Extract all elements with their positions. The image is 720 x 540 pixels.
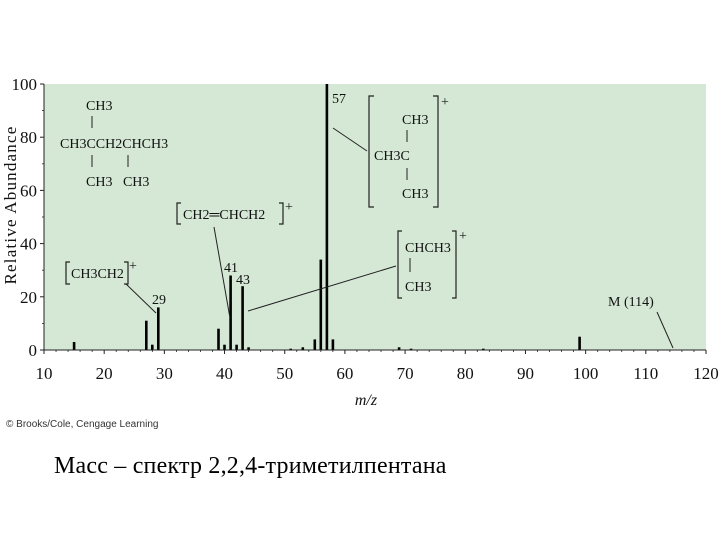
x-tick-label-30: 30: [156, 364, 173, 383]
bracket: [433, 95, 439, 208]
bracket: [368, 95, 374, 208]
charge-sign: +: [285, 200, 293, 215]
peak-label-29: 29: [152, 293, 166, 308]
leader-line-29: [125, 283, 157, 314]
peak-label-57: 57: [332, 92, 346, 107]
bracket: [279, 202, 284, 225]
x-tick-label-90: 90: [517, 364, 534, 383]
peak-bar-mz-27: [145, 320, 148, 350]
bracket: [397, 230, 402, 299]
x-tick-label-20: 20: [96, 364, 113, 383]
y-tick-label-40: 40: [20, 235, 37, 254]
ion-41-annotation: CH2═CHCH2 +: [176, 200, 293, 225]
peak-bar-mz-51: [289, 348, 292, 350]
ion-43-annotation: CHCH3 CH3 +: [397, 229, 467, 299]
peak-bar-mz-99: [578, 336, 581, 350]
peak-bar-mz-41: [229, 275, 232, 350]
peak-bar-mz-53: [301, 347, 305, 350]
molecule-row-1: CH3: [86, 99, 112, 114]
bracket: [176, 202, 181, 225]
y-tick-label-80: 80: [20, 128, 37, 147]
y-tick-label-20: 20: [20, 288, 37, 307]
peak-bar-mz-56: [319, 259, 323, 350]
x-tick-label-40: 40: [216, 364, 233, 383]
ion-41-formula: CH2═CHCH2: [183, 208, 265, 223]
x-tick-label-100: 100: [573, 364, 599, 383]
ion-57-row-2: CH3C: [374, 149, 410, 164]
ion-57-row-1: CH3: [402, 113, 428, 128]
leader-line-41: [213, 226, 231, 319]
ion-57-row-4: CH3: [402, 187, 428, 202]
peak-bar-mz-55: [313, 339, 317, 350]
peak-label-41: 41: [224, 261, 238, 276]
peak-bar-mz-58: [331, 339, 335, 350]
x-tick-label-60: 60: [336, 364, 353, 383]
leader-lines: [125, 127, 674, 349]
charge-sign: +: [459, 229, 467, 244]
ion-29-formula: CH3CH2: [71, 267, 124, 282]
peak-label-43: 43: [236, 273, 250, 288]
molecule-row-4: CH3 CH3: [86, 175, 149, 190]
peak-bar-mz-43: [241, 286, 244, 350]
peak-bar-mz-71: [409, 348, 413, 350]
peak-bar-mz-57: [325, 84, 329, 350]
bracket: [452, 230, 457, 299]
axes: 10 20 30 40 50 60 70 80 90 100 110 120 0 20 40 60 80 100: [12, 75, 719, 383]
peak-bar-mz-15: [72, 342, 76, 350]
peak-bar-mz-28: [151, 344, 154, 350]
x-tick-label-120: 120: [693, 364, 719, 383]
ion-43-row-3: CH3: [405, 280, 431, 295]
plot-area: [44, 84, 706, 350]
leader-line-57: [332, 127, 368, 152]
peak-bar-mz-42: [235, 344, 238, 350]
y-tick-label-0: 0: [29, 341, 38, 360]
figure-caption: Масс – спектр 2,2,4-триметилпентана: [54, 453, 447, 479]
y-axis-label: Relative Abundance: [1, 126, 20, 285]
x-tick-label-110: 110: [633, 364, 658, 383]
molecular-ion-label: M (114): [608, 295, 654, 310]
peak-bar-mz-29: [157, 307, 160, 350]
y-tick-label-60: 60: [20, 181, 37, 200]
x-tick-label-10: 10: [36, 364, 53, 383]
charge-sign: +: [129, 259, 137, 274]
x-axis-label: m/z: [355, 392, 378, 409]
peak-bar-mz-39: [217, 328, 220, 350]
molecule-row-2: CH3CCH2CHCH3: [60, 137, 168, 152]
peak-bar-mz-83: [482, 348, 485, 350]
peak-bars: [72, 84, 581, 350]
ion-57-annotation: CH3 CH3C CH3 +: [368, 95, 449, 208]
copyright-credit: © Brooks/Cole, Cengage Learning: [6, 419, 159, 430]
bracket: [65, 261, 70, 285]
peak-bar-mz-44: [247, 347, 250, 350]
x-tick-label-80: 80: [457, 364, 474, 383]
ion-29-annotation: CH3CH2 +: [65, 259, 137, 285]
x-tick-label-70: 70: [397, 364, 414, 383]
molecule-structure: CH3 CH3CCH2CHCH3 CH3 CH3: [60, 99, 168, 190]
leader-line-43: [247, 265, 397, 312]
charge-sign: +: [441, 95, 449, 110]
leader-line-m114: [656, 311, 674, 349]
y-tick-label-100: 100: [12, 75, 38, 94]
ion-43-row-1: CHCH3: [405, 241, 451, 256]
peak-bar-mz-69: [397, 347, 401, 350]
peak-bar-mz-40: [223, 344, 226, 350]
x-tick-label-50: 50: [276, 364, 293, 383]
